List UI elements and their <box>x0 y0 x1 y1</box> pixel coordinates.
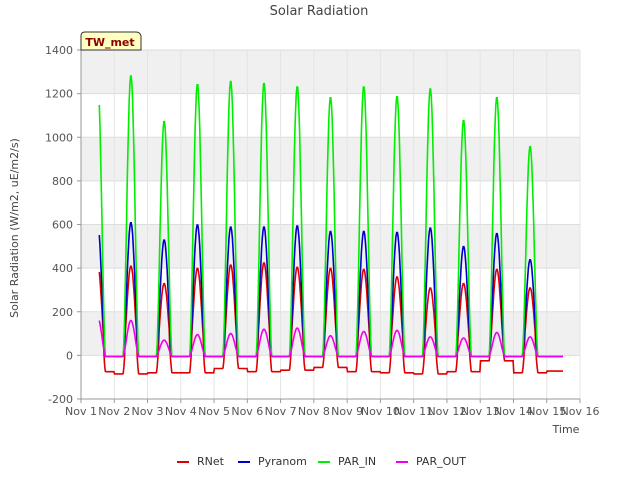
x-tick-label: Nov 13 <box>461 405 500 418</box>
series-line-rnet <box>98 262 563 375</box>
legend-label: RNet <box>197 455 225 468</box>
chart-title: Solar Radiation <box>270 4 369 19</box>
x-tick-label: Nov 2 <box>98 405 130 418</box>
x-tick-label: Nov 14 <box>494 405 533 418</box>
series-layer <box>98 75 563 375</box>
x-axis-ticks: Nov 1 Nov 2 Nov 3 Nov 4 Nov 5 Nov 6 Nov 7 Nov 8… <box>65 399 599 418</box>
x-tick-label: Nov 7 <box>265 405 297 418</box>
plot-band <box>81 50 580 94</box>
site-badge-box <box>80 31 142 51</box>
y-tick-label: 800 <box>52 175 73 188</box>
plot-band <box>81 137 580 181</box>
x-tick-label: Nov 6 <box>231 405 263 418</box>
site-badge: TW_met <box>80 31 142 51</box>
y-tick-label: 1200 <box>45 88 73 101</box>
x-tick-label: Nov 12 <box>427 405 466 418</box>
legend-label: Pyranom <box>258 455 307 468</box>
y-tick-label: 600 <box>52 219 73 232</box>
x-tick-label: Nov 16 <box>561 405 600 418</box>
x-tick-label: Nov 1 <box>65 405 97 418</box>
x-tick-label: Nov 4 <box>165 405 197 418</box>
x-tick-label: Nov 9 <box>331 405 363 418</box>
series-line-par-out <box>98 319 563 358</box>
x-axis-label: Time <box>552 423 580 436</box>
plot-band <box>81 311 580 356</box>
legend-label: PAR_IN <box>338 455 376 468</box>
y-axis-ticks: -200 0 200 400 600 800 1000 1200 1400 <box>45 44 81 406</box>
y-tick-label: -200 <box>48 393 73 406</box>
x-tick-label: Nov 3 <box>132 405 164 418</box>
y-tick-label: 400 <box>52 262 73 275</box>
site-badge-label: TW_met <box>85 36 134 49</box>
x-tick-label: Nov 8 <box>298 405 330 418</box>
y-axis-label: Solar Radiation (W/m2, uE/m2/s) <box>8 138 21 318</box>
y-tick-label: 1000 <box>45 131 73 144</box>
legend: RNet Pyranom PAR_IN PAR_OUT <box>177 455 466 468</box>
y-tick-label: 200 <box>52 306 73 319</box>
y-tick-label: 1400 <box>45 44 73 57</box>
x-tick-label: Nov 5 <box>198 405 230 418</box>
y-tick-label: 0 <box>66 349 73 362</box>
x-tick-label: Nov 11 <box>394 405 433 418</box>
legend-label: PAR_OUT <box>416 455 466 468</box>
x-tick-label: Nov 15 <box>527 405 566 418</box>
x-tick-label: Nov 10 <box>361 405 400 418</box>
